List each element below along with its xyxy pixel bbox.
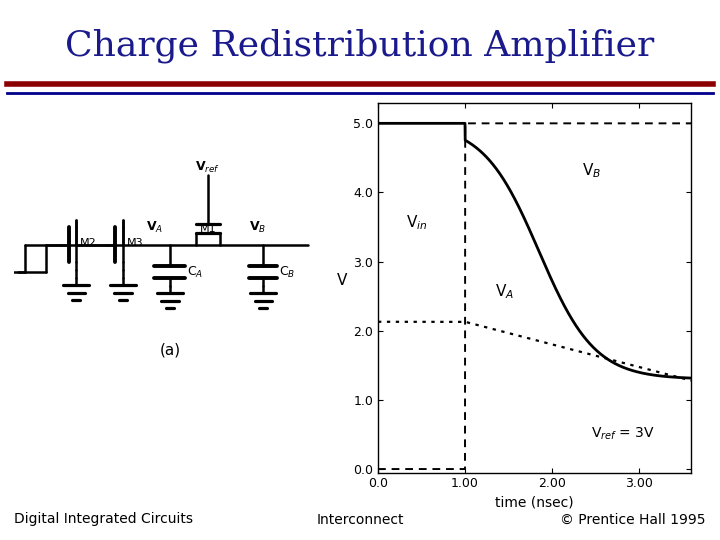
Text: V$_{ref}$ = 3V: V$_{ref}$ = 3V [591, 426, 655, 442]
Text: C$_A$: C$_A$ [187, 265, 204, 280]
Text: (a): (a) [159, 342, 181, 357]
Text: Interconnect: Interconnect [316, 512, 404, 526]
Text: V$_{in}$: V$_{in}$ [406, 213, 428, 232]
Text: Charge Redistribution Amplifier: Charge Redistribution Amplifier [66, 29, 654, 63]
Text: V$_A$: V$_A$ [495, 282, 515, 301]
Text: M3: M3 [127, 238, 143, 248]
Text: M2: M2 [80, 238, 96, 248]
Text: V$_B$: V$_B$ [249, 220, 266, 235]
Y-axis label: V: V [337, 273, 347, 287]
Text: © Prentice Hall 1995: © Prentice Hall 1995 [560, 512, 706, 526]
Text: Digital Integrated Circuits: Digital Integrated Circuits [14, 512, 194, 526]
Text: V$_B$: V$_B$ [582, 161, 602, 180]
Text: V$_{ref}$: V$_{ref}$ [195, 160, 220, 175]
Text: M1: M1 [199, 224, 216, 234]
Text: V$_A$: V$_A$ [145, 220, 163, 235]
Text: C$_B$: C$_B$ [279, 265, 295, 280]
X-axis label: time (nsec): time (nsec) [495, 496, 574, 510]
